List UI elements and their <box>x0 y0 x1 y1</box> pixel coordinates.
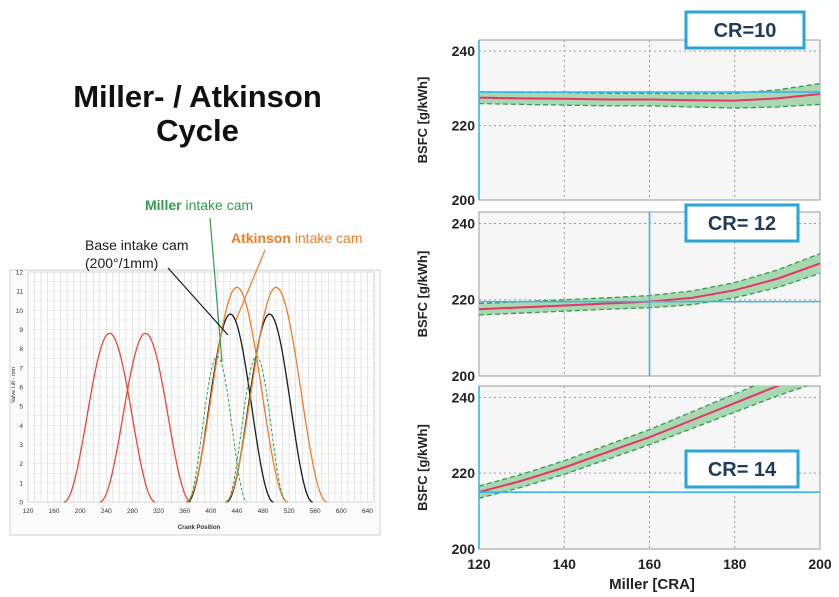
cam-y-tick-label: 4 <box>19 423 23 430</box>
cam-x-tick-label: 120 <box>23 508 34 515</box>
compression-ratio-label-box <box>684 203 800 243</box>
bsfc-y-tick-label: 240 <box>452 43 476 59</box>
compression-ratio-label: CR=10 <box>714 20 777 42</box>
cam-x-tick-label: 600 <box>336 508 347 515</box>
atkinson-callout-bold: Atkinson <box>231 230 291 246</box>
cam-y-axis-label: Valve Lift - mm <box>11 366 17 403</box>
bsfc-panel-3: 200 220 240 BSFC [g/kWh] CR= 14 <box>415 385 821 557</box>
cam-callouts: Miller intake cam Base intake cam (200°/… <box>85 197 362 363</box>
cam-x-tick-label: 440 <box>231 508 242 515</box>
bsfc-y-tick-label: 220 <box>452 465 476 481</box>
miller-leader-line <box>209 217 223 363</box>
page-title-line-2: Cycle <box>156 113 239 148</box>
bsfc-confidence-band <box>479 83 820 109</box>
miller-callout-bold: Miller <box>145 197 182 213</box>
miller-callout-rest: intake cam <box>182 197 254 213</box>
base-callout-line-2: (200°/1mm) <box>85 255 158 271</box>
cam-x-tick-label: 280 <box>127 508 138 515</box>
bsfc-y-axis-label: BSFC [g/kWh] <box>415 424 430 511</box>
cam-curve-exhaust <box>63 332 156 503</box>
bsfc-panel-1: 200 220 240 BSFC [g/kWh] CR=10 <box>415 10 821 208</box>
atkinson-callout-rest: intake cam <box>291 230 363 246</box>
cam-y-tick-label: 12 <box>16 270 24 277</box>
bsfc-panel-2: 200 220 240 BSFC [g/kWh] CR= 12 <box>415 203 821 384</box>
base-leader-line <box>167 267 229 336</box>
bsfc-y-axis-label: BSFC [g/kWh] <box>415 251 430 338</box>
bsfc-y-tick-label: 200 <box>452 192 476 208</box>
cam-x-tick-label: 640 <box>362 508 373 515</box>
bsfc-x-tick-label: 120 <box>467 556 491 572</box>
cam-curve-atkinson <box>225 286 328 503</box>
compression-ratio-label-box <box>684 10 806 50</box>
cam-x-tick-label: 520 <box>284 508 295 515</box>
compression-ratio-label: CR= 12 <box>708 213 776 235</box>
bsfc-curves <box>479 386 809 499</box>
cam-x-tick-label: 560 <box>310 508 321 515</box>
cam-y-tick-label: 7 <box>19 365 23 372</box>
bsfc-y-tick-label: 220 <box>452 118 476 134</box>
bsfc-band-lower <box>479 386 809 499</box>
bsfc-y-tick-label: 240 <box>452 389 476 405</box>
atkinson-callout: Atkinson intake cam <box>231 230 362 246</box>
bsfc-x-tick-label: 160 <box>638 556 662 572</box>
cam-y-tick-label: 8 <box>19 346 23 353</box>
bsfc-y-tick-label: 200 <box>452 541 476 557</box>
compression-ratio-label: CR= 14 <box>708 459 777 481</box>
miller-callout: Miller intake cam <box>145 197 253 213</box>
cam-x-axis-label: Crank Position <box>178 525 221 531</box>
bsfc-y-tick-label: 200 <box>452 368 476 384</box>
cam-y-tick-label: 0 <box>19 500 23 507</box>
base-callout-line-1: Base intake cam <box>85 237 189 253</box>
page-title: Miller- / Atkinson Cycle <box>20 80 375 148</box>
cam-y-tick-label: 3 <box>19 442 23 449</box>
cam-chart-grid <box>27 271 375 503</box>
bsfc-x-tick-label: 140 <box>553 556 577 572</box>
cam-curve-miller <box>226 355 287 503</box>
compression-ratio-label-box <box>684 449 800 489</box>
bsfc-panels: 200 220 240 BSFC [g/kWh] CR=10 200 220 240 BSFC … <box>415 10 832 572</box>
cam-chart-curves <box>63 286 328 503</box>
bsfc-x-tick-label: 200 <box>808 556 832 572</box>
bsfc-band-lower <box>479 102 820 109</box>
bsfc-x-tick-label: 180 <box>723 556 747 572</box>
cam-curve-exhaust <box>99 332 192 503</box>
cam-y-tick-label: 11 <box>16 289 23 296</box>
bsfc-y-tick-label: 240 <box>452 215 476 231</box>
cam-x-tick-label: 240 <box>101 508 112 515</box>
cam-x-tick-label: 200 <box>75 508 86 515</box>
cam-curve-atkinson <box>185 286 288 503</box>
page-title-line-1: Miller- / Atkinson <box>73 79 322 114</box>
bsfc-line <box>479 386 781 494</box>
valve-lift-chart: 120 160 200 240 280 320 360 400 440 480 520 560 600 6… <box>9 269 381 536</box>
bsfc-y-tick-label: 220 <box>452 292 476 308</box>
cam-x-tick-label: 400 <box>205 508 216 515</box>
bsfc-x-axis-label: Miller [CRA] <box>609 576 695 593</box>
cam-y-tick-label: 6 <box>19 385 23 392</box>
cam-y-tick-label: 10 <box>16 308 24 315</box>
bsfc-confidence-band <box>479 386 807 499</box>
atkinson-leader-line <box>235 249 266 321</box>
cam-y-tick-label: 1 <box>19 480 23 487</box>
cam-x-tick-label: 160 <box>49 508 60 515</box>
cam-y-tick-label: 9 <box>19 327 23 334</box>
cam-y-tick-label: 5 <box>19 404 23 411</box>
cam-x-tick-label: 480 <box>258 508 269 515</box>
cam-chart-axes: 120 160 200 240 280 320 360 400 440 480 520 560 600 6… <box>16 270 374 516</box>
bsfc-line <box>479 92 820 102</box>
cam-x-tick-label: 320 <box>153 508 164 515</box>
bsfc-y-axis-label: BSFC [g/kWh] <box>415 77 430 164</box>
cam-y-tick-label: 2 <box>19 461 23 468</box>
bsfc-band-upper <box>479 386 756 487</box>
cam-x-tick-label: 360 <box>179 508 190 515</box>
